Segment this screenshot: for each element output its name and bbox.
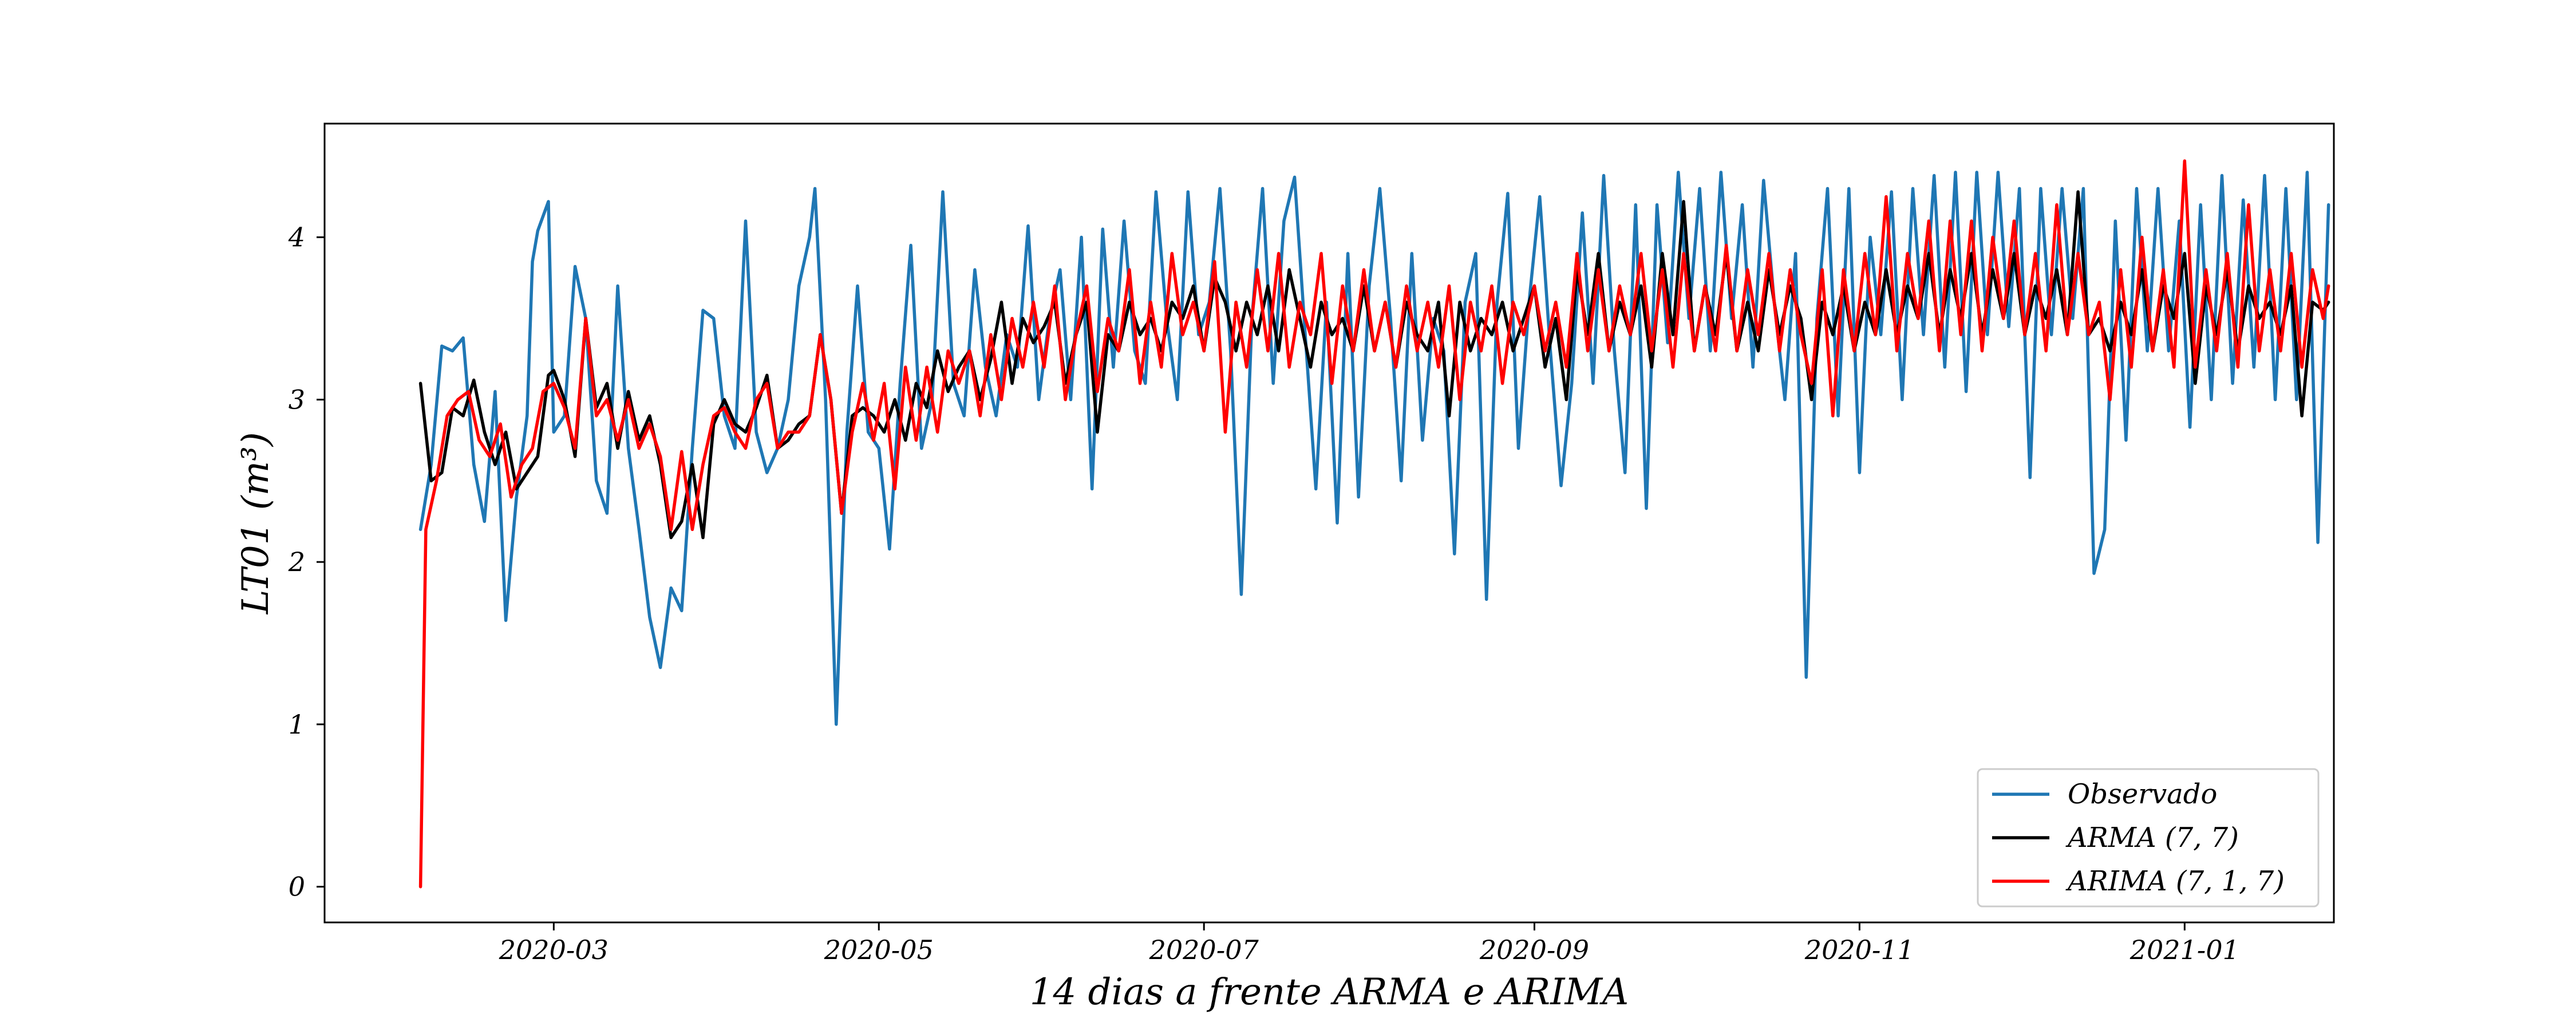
y-tick-label: 0	[289, 871, 305, 902]
y-tick-label: 2	[288, 546, 305, 577]
x-axis-ticks: 2020-03 2020-05 2020-07 2020-09 2020-11 2021-…	[499, 922, 2239, 965]
x-tick-label: 2020-03	[499, 934, 609, 965]
series-layer	[418, 159, 2330, 889]
x-tick-label: 2021-01	[2129, 934, 2239, 965]
plot-frame	[323, 122, 2335, 924]
legend: Observado ARMA (7, 7) ARIMA (7, 1, 7)	[1977, 768, 2320, 908]
y-axis-label: LT01 (m³)	[235, 432, 277, 615]
legend-box	[1977, 768, 2320, 908]
x-tick-label: 2020-11	[1804, 934, 1914, 965]
y-tick-label: 4	[288, 222, 305, 253]
legend-label: ARIMA (7, 1, 7)	[2065, 865, 2285, 897]
x-axis-label: 14 dias a frente ARMA e ARIMA	[1030, 971, 1629, 1013]
y-axis-ticks: 0 1 2 3 4	[288, 222, 325, 902]
legend-label: ARMA (7, 7)	[2065, 822, 2239, 854]
series-line-3	[418, 159, 2330, 889]
y-tick-label: 1	[289, 709, 305, 740]
x-tick-label: 2020-09	[1479, 934, 1589, 965]
legend-label: Observado	[2068, 778, 2217, 810]
x-tick-label: 2020-05	[824, 934, 934, 965]
y-tick-label: 3	[289, 384, 305, 415]
x-tick-label: 2020-07	[1149, 934, 1259, 965]
